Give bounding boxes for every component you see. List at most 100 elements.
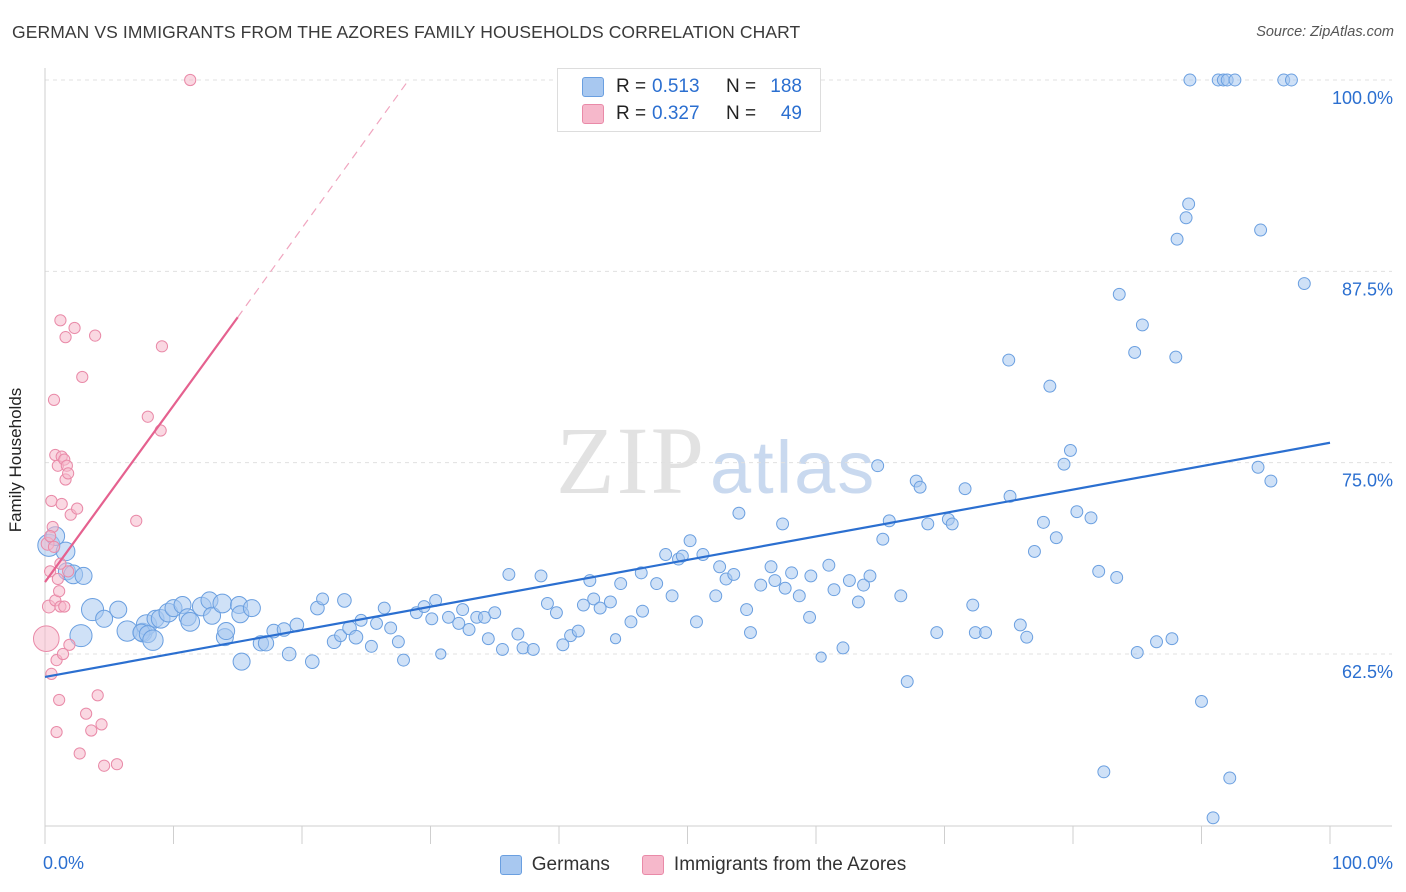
germans-point: [1206, 811, 1220, 825]
azores-point: [71, 502, 84, 515]
azores-point: [91, 689, 104, 702]
azores-point: [110, 758, 124, 771]
germans-point: [842, 574, 856, 587]
germans-point: [785, 566, 799, 580]
germans-point: [1223, 771, 1237, 785]
germans-point: [1112, 287, 1126, 301]
azores-point: [80, 707, 93, 720]
legend-swatch-germans: [582, 77, 604, 97]
germans-point: [1135, 318, 1149, 332]
germans-point: [900, 675, 914, 689]
y-tick-label: 100.0%: [1332, 88, 1393, 108]
germans-point: [1003, 489, 1017, 503]
azores-point: [62, 467, 75, 480]
germans-point: [593, 601, 607, 615]
legend-swatch-azores: [641, 855, 664, 875]
germans-point: [534, 569, 548, 583]
azores-point: [51, 572, 64, 586]
germans-point: [732, 506, 746, 520]
germans-point: [683, 534, 697, 548]
germans-point: [871, 459, 885, 473]
germans-point: [1063, 443, 1077, 457]
germans-point: [768, 574, 782, 587]
azores-point: [44, 530, 57, 543]
series-legend: Germans Immigrants from the Azores: [0, 850, 1406, 880]
germans-point: [1084, 511, 1098, 525]
germans-point: [391, 635, 405, 649]
germans-point: [822, 558, 836, 572]
germans-point: [370, 616, 383, 630]
germans-point: [232, 652, 251, 671]
germans-point: [377, 601, 391, 615]
y-tick-label: 62.5%: [1342, 662, 1393, 682]
germans-point: [316, 592, 330, 606]
legend-r-value: 0.327: [652, 103, 700, 124]
azores-point: [63, 638, 76, 651]
azores-point: [98, 759, 111, 772]
germans-point: [217, 622, 236, 641]
germans-point: [203, 606, 222, 625]
germans-point: [603, 595, 617, 609]
germans-point: [1020, 630, 1034, 644]
azores-point: [95, 718, 108, 731]
azores-point: [141, 410, 154, 423]
germans-point: [614, 577, 628, 591]
chart-title: GERMAN VS IMMIGRANTS FROM THE AZORES FAM…: [12, 22, 801, 42]
legend-n-value: 188: [770, 76, 802, 97]
azores-trendline-extension: [237, 79, 410, 318]
germans-point: [496, 642, 509, 656]
legend-item-azores: Immigrants from the Azores: [641, 854, 906, 876]
legend-label-germans: Germans: [531, 854, 610, 875]
source-label: Source: ZipAtlas.com: [1256, 24, 1394, 40]
germans-point: [1043, 379, 1057, 393]
azores-point: [56, 647, 70, 661]
azores-point: [55, 497, 68, 511]
germans-point: [69, 624, 93, 648]
germans-point: [1130, 646, 1144, 659]
germans-point: [1002, 353, 1016, 367]
germans-point: [1057, 457, 1071, 471]
germans-point: [1070, 505, 1084, 519]
legend-swatch-germans: [499, 855, 522, 875]
germans-point: [792, 589, 806, 603]
germans-point: [764, 560, 778, 574]
azores-trendline: [44, 316, 239, 583]
azores-point: [89, 329, 102, 342]
germans-point: [142, 629, 164, 651]
germans-point: [740, 603, 754, 617]
germans-point: [281, 646, 297, 662]
germans-point: [836, 641, 850, 655]
germans-point: [95, 609, 114, 628]
azores-point: [85, 724, 98, 737]
germans-point: [744, 626, 757, 640]
germans-point: [1297, 277, 1311, 291]
germans-point: [1110, 571, 1124, 584]
x-tick-label: 0.0%: [43, 853, 84, 873]
germans-point: [624, 615, 638, 629]
germans-point: [502, 567, 516, 581]
germans-point: [1183, 73, 1197, 87]
legend-row-germans: R = 0.513 N = 188: [558, 74, 802, 100]
azores-point: [68, 321, 81, 335]
legend-r-key: R =: [616, 76, 647, 97]
germans-point: [571, 624, 585, 638]
legend-n-key: N =: [726, 103, 757, 124]
germans-point: [1182, 197, 1196, 211]
azores-point: [44, 565, 57, 578]
germans-trendline: [44, 441, 1331, 679]
germans-point: [337, 593, 352, 608]
germans-point: [945, 517, 959, 531]
germans-point: [1228, 73, 1242, 87]
germans-point: [1179, 211, 1193, 225]
azores-point: [130, 514, 143, 527]
legend-row-azores: R = 0.327 N = 49: [558, 101, 802, 127]
germans-point: [709, 589, 723, 603]
azores-point: [47, 540, 61, 553]
correlation-legend: R = 0.513 N = 188 R = 0.327 N = 49: [557, 68, 821, 132]
germans-point: [815, 651, 827, 663]
azores-point: [53, 693, 66, 707]
germans-point: [776, 517, 790, 531]
germans-point: [1195, 695, 1208, 708]
germans-point: [1049, 531, 1063, 545]
